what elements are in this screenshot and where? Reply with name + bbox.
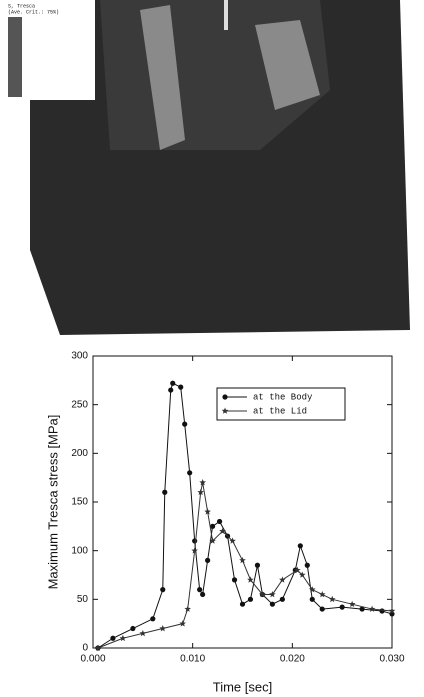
point [297,543,303,549]
contour-legend-subtitle: (Ave. Crit.: 75%) [8,9,59,15]
point [200,591,206,598]
y-tick-label: 150 [71,497,88,508]
point [187,470,193,476]
point [328,595,336,603]
point [269,591,276,598]
point [178,384,184,390]
legend-box [216,387,346,421]
point [191,547,198,554]
point [139,629,147,637]
point [179,620,186,627]
legend-marker [222,394,228,400]
y-tick-label: 250 [71,399,88,410]
point [309,596,315,602]
y-tick-label: 100 [71,545,88,556]
point [209,537,216,544]
x-tick-label: 0.030 [379,654,404,665]
point [219,527,226,534]
point [299,571,306,578]
point [184,605,191,612]
y-tick-label: 300 [71,351,88,362]
point [94,644,102,651]
point [239,556,246,564]
point [119,634,127,642]
point [168,387,174,393]
point [162,489,168,495]
point [160,587,166,593]
point [110,635,116,641]
point [247,596,254,602]
x-tick-label: 0.020 [280,654,305,665]
point [197,488,204,496]
point [216,518,223,525]
point [182,421,188,427]
point [359,606,365,612]
contour-legend-title: S, Tresca [8,3,35,9]
legend-marker [221,407,229,414]
point [254,562,261,568]
point [192,538,198,544]
x-axis-label: Time [sec] [213,679,272,694]
point [239,601,246,607]
point [348,600,356,607]
x-tick-label: 0.010 [180,654,205,665]
point [279,596,285,602]
y-tick-label: 50 [77,594,89,605]
lid-panel [255,20,320,110]
y-tick-label: 200 [71,448,88,459]
point [379,608,385,614]
y-tick-label: 0 [82,643,88,654]
point [130,625,136,632]
point [197,587,203,593]
point [205,557,211,564]
gap [224,0,228,30]
point [318,591,326,598]
point [259,591,266,598]
lid-panel [140,5,185,150]
point [229,537,236,544]
point [368,605,376,612]
point [304,562,310,568]
point [210,523,216,529]
x-tick-label: 0.000 [80,654,105,665]
legend-label: at the Body [253,392,313,402]
point [159,625,167,632]
point [199,479,206,486]
point [388,607,396,614]
point [269,601,275,607]
point [231,577,238,583]
point [204,508,211,515]
contour-bar [8,17,22,97]
series-line [97,382,393,649]
series-line [97,482,393,649]
y-axis-label: Maximum Tresca stress [MPa] [45,415,60,590]
point [339,604,345,610]
point [170,380,176,386]
legend-label: at the Lid [253,406,307,416]
fe-image: S, Tresca (Ave. Crit.: 75%) [0,0,410,335]
point [294,566,301,573]
point [247,576,254,583]
point [279,576,286,583]
point [150,616,156,622]
point [308,586,316,593]
point [319,606,325,612]
